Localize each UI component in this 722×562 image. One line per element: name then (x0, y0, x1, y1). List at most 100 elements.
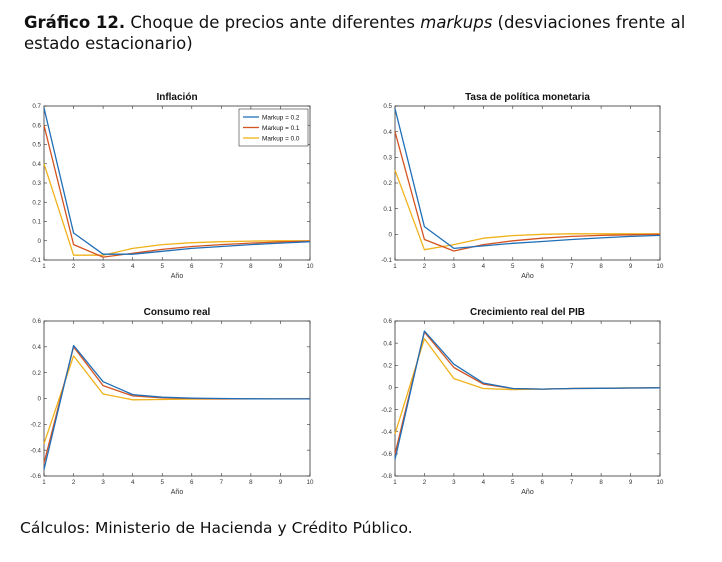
x-tick-label: 4 (482, 263, 486, 270)
y-tick-label: -0.4 (30, 447, 41, 454)
y-tick-label: 0.1 (383, 206, 392, 213)
y-tick-label: 0.4 (32, 161, 41, 168)
x-tick-label: 9 (629, 479, 633, 486)
x-tick-label: 8 (249, 479, 253, 486)
y-tick-label: -0.1 (30, 257, 41, 264)
y-tick-label: 0 (38, 238, 42, 245)
y-tick-label: -0.2 (30, 422, 41, 429)
y-tick-label: 0 (389, 385, 393, 392)
x-axis-label: Año (521, 273, 534, 280)
x-tick-label: 6 (190, 479, 194, 486)
series-line-1 (394, 330, 661, 460)
y-tick-label: 0.2 (383, 362, 392, 369)
series-line-1 (43, 107, 311, 255)
plot-frame (43, 105, 311, 261)
chart-4: Crecimiento real del PIB -0.8 -0.6 -0.4 -0.2… (381, 307, 664, 496)
x-tick-label: 8 (599, 479, 603, 486)
x-tick-label: 2 (423, 479, 427, 486)
x-tick-label: 9 (279, 479, 283, 486)
figure-title-italic: markups (420, 13, 493, 32)
x-axis-label: Año (521, 489, 534, 496)
series-line-1 (394, 108, 661, 250)
x-tick-label: 5 (511, 263, 515, 270)
series-line-1 (43, 344, 310, 470)
x-tick-label: 8 (249, 263, 253, 270)
x-tick-label: 1 (42, 479, 46, 486)
figure-number: Gráfico 12. (24, 13, 126, 32)
x-tick-label: 2 (423, 263, 427, 270)
legend-label: Markup = 0.2 (262, 114, 300, 121)
x-tick-label: 4 (482, 479, 486, 486)
source-note: Cálculos: Ministerio de Hacienda y Crédi… (20, 519, 413, 537)
legend-label: Markup = 0.1 (262, 125, 300, 132)
chart-1: Inflación -0.1 0 0.1 0.2 0.3 0.4 0.5 0.6 0.7 1 2 3 4 5… (30, 92, 314, 280)
x-tick-label: 6 (190, 263, 194, 270)
x-tick-label: 10 (657, 263, 664, 270)
y-tick-label: 0.6 (32, 122, 41, 129)
x-tick-label: 4 (131, 263, 135, 270)
y-tick-label: -0.2 (381, 407, 392, 414)
x-tick-label: 1 (393, 263, 397, 270)
x-tick-label: 7 (570, 263, 574, 270)
y-tick-label: -0.8 (381, 473, 392, 480)
y-tick-label: 0.2 (383, 180, 392, 187)
x-tick-label: 7 (220, 479, 224, 486)
x-tick-label: 8 (599, 263, 603, 270)
chart-title: Crecimiento real del PIB (470, 307, 585, 318)
y-tick-label: 0.4 (32, 344, 41, 351)
y-tick-label: 0.4 (383, 129, 392, 136)
figure-header: Gráfico 12. Choque de precios ante difer… (24, 12, 704, 54)
x-tick-label: 9 (629, 263, 633, 270)
legend: Markup = 0.2 Markup = 0.1 Markup = 0.0 (238, 108, 309, 147)
y-tick-label: 0.3 (383, 155, 392, 162)
x-tick-label: 1 (393, 479, 397, 486)
x-axis-label: Año (171, 273, 184, 280)
chart-title: Consumo real (144, 307, 211, 318)
legend-label: Markup = 0.0 (262, 135, 300, 142)
y-tick-label: -0.6 (30, 473, 41, 480)
x-tick-label: 5 (511, 479, 515, 486)
x-tick-label: 5 (160, 263, 164, 270)
x-tick-label: 3 (101, 479, 105, 486)
chart-3: Consumo real -0.6 -0.4 -0.2 0 0.2 0.4 0.6 1 2 3 4 5 6… (30, 307, 314, 496)
x-tick-label: 10 (657, 479, 664, 486)
y-tick-label: 0 (389, 232, 393, 239)
figure-title-start: Choque de precios ante diferentes (130, 13, 421, 32)
series-line-2 (43, 125, 311, 258)
figure-title-end: (desviaciones frente al estado estaciona… (24, 13, 686, 53)
series-line-3 (394, 169, 660, 251)
y-tick-label: 0.5 (32, 142, 41, 149)
series-line-2 (394, 131, 661, 252)
series-line-3 (43, 163, 310, 256)
x-tick-label: 2 (72, 263, 76, 270)
chart-title: Inflación (156, 92, 197, 103)
y-tick-label: 0.2 (32, 199, 41, 206)
y-tick-label: 0.7 (32, 103, 41, 110)
x-tick-label: 10 (307, 263, 314, 270)
chart-title: Tasa de política monetaria (465, 92, 590, 103)
x-tick-label: 3 (452, 479, 456, 486)
x-tick-label: 6 (540, 479, 544, 486)
y-tick-label: 0.5 (383, 103, 392, 110)
x-tick-label: 1 (42, 263, 46, 270)
y-tick-label: 0.3 (32, 180, 41, 187)
y-tick-label: 0 (38, 396, 42, 403)
x-tick-label: 10 (307, 479, 314, 486)
x-axis-label: Año (171, 489, 184, 496)
figure-title: Choque de precios ante diferentes markup… (24, 13, 685, 53)
y-tick-label: 0.2 (32, 370, 41, 377)
chart-2: Tasa de política monetaria -0.1 0 0.1 0.2 0.3… (381, 92, 664, 280)
y-tick-label: 0.1 (32, 219, 41, 226)
y-tick-label: 0.6 (383, 318, 392, 325)
x-tick-label: 5 (160, 479, 164, 486)
y-tick-label: 0.6 (32, 318, 41, 325)
x-tick-label: 7 (220, 263, 224, 270)
x-tick-label: 6 (540, 263, 544, 270)
y-tick-label: 0.4 (383, 340, 392, 347)
x-tick-label: 2 (72, 479, 76, 486)
y-tick-label: -0.4 (381, 429, 392, 436)
x-tick-label: 3 (452, 263, 456, 270)
y-tick-label: -0.6 (381, 451, 392, 458)
x-tick-label: 9 (279, 263, 283, 270)
